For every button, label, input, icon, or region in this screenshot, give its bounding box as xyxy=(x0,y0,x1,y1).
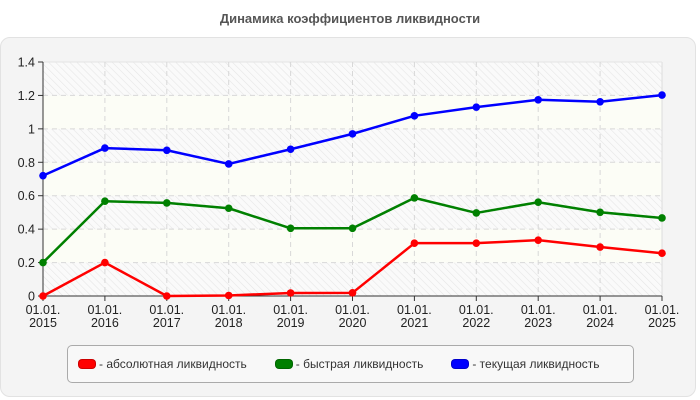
legend-swatch-green xyxy=(274,359,293,369)
y-tick-label: 1.2 xyxy=(18,89,35,103)
x-axis-labels: 01.01.201501.01.201601.01.201701.01.2018… xyxy=(26,303,680,330)
legend-item-absolute: - абсолютная ликвидность xyxy=(78,357,247,371)
y-tick-label: 0.2 xyxy=(18,256,35,270)
x-tick-label: 2023 xyxy=(524,316,552,330)
x-tick-label: 2019 xyxy=(277,316,305,330)
data-point[interactable] xyxy=(163,292,171,300)
data-point[interactable] xyxy=(534,198,542,207)
data-point[interactable] xyxy=(348,224,357,233)
y-axis-labels: 0 0.2 0.4 0.6 0.8 1 1.2 1.4 xyxy=(18,56,35,304)
data-point[interactable] xyxy=(596,97,604,106)
data-point[interactable] xyxy=(596,243,604,251)
x-tick-label: 2016 xyxy=(91,316,119,330)
data-point[interactable] xyxy=(101,144,109,152)
x-tick-label: 01.01. xyxy=(149,303,184,317)
data-point[interactable] xyxy=(472,103,481,111)
data-point[interactable] xyxy=(596,208,604,217)
legend-swatch-red xyxy=(78,359,96,369)
data-point[interactable] xyxy=(39,258,47,267)
y-tick-label: 0.8 xyxy=(18,156,35,170)
legend-label: - абсолютная ликвидность xyxy=(99,357,247,371)
legend-swatch-blue xyxy=(451,359,470,369)
x-tick-label: 2024 xyxy=(586,316,614,330)
x-tick-label: 01.01. xyxy=(397,303,432,317)
legend: - абсолютная ликвидность - быстрая ликви… xyxy=(67,345,634,383)
data-point[interactable] xyxy=(39,292,47,300)
data-point[interactable] xyxy=(101,258,109,267)
x-tick-label: 01.01. xyxy=(459,303,494,317)
data-point[interactable] xyxy=(534,95,542,104)
data-point[interactable] xyxy=(224,291,233,300)
x-tick-label: 01.01. xyxy=(211,303,246,317)
x-tick-label: 01.01. xyxy=(273,303,308,317)
legend-label: - быстрая ликвидность xyxy=(295,357,424,371)
x-tick-label: 01.01. xyxy=(645,303,680,317)
x-tick-label: 2015 xyxy=(29,316,57,330)
data-point[interactable] xyxy=(658,214,666,222)
data-point[interactable] xyxy=(348,289,357,297)
chart-title: Динамика коэффициентов ликвидности xyxy=(219,11,481,26)
x-tick-label: 01.01. xyxy=(335,303,370,317)
x-tick-label: 2025 xyxy=(648,316,676,330)
y-tick-label: 0.6 xyxy=(18,189,35,203)
data-point[interactable] xyxy=(39,171,47,180)
data-point[interactable] xyxy=(224,160,233,168)
y-tick-label: 1.4 xyxy=(18,56,35,70)
data-point[interactable] xyxy=(658,249,666,258)
x-tick-label: 2022 xyxy=(462,316,490,330)
data-point[interactable] xyxy=(348,130,357,138)
x-tick-label: 01.01. xyxy=(521,303,556,317)
series-lines xyxy=(39,91,666,300)
data-point[interactable] xyxy=(410,112,419,120)
x-tick-label: 2020 xyxy=(339,316,367,330)
data-point[interactable] xyxy=(163,199,171,207)
y-tick-label: 0 xyxy=(28,290,35,304)
x-tick-label: 2018 xyxy=(215,316,243,330)
x-tick-label: 2017 xyxy=(153,316,181,330)
data-point[interactable] xyxy=(163,146,171,155)
data-point[interactable] xyxy=(410,239,419,247)
data-point[interactable] xyxy=(101,197,109,206)
x-tick-label: 2021 xyxy=(400,316,428,330)
legend-item-current: - текущая ликвидность xyxy=(451,357,600,371)
data-point[interactable] xyxy=(472,239,481,247)
x-tick-label: 01.01. xyxy=(88,303,123,317)
y-tick-label: 0.4 xyxy=(18,223,35,237)
legend-label: - текущая ликвидность xyxy=(472,357,600,371)
data-point[interactable] xyxy=(286,224,295,233)
x-tick-label: 01.01. xyxy=(583,303,618,317)
x-tick-label: 01.01. xyxy=(26,303,61,317)
data-point[interactable] xyxy=(410,194,419,202)
y-tick-label: 1 xyxy=(28,122,35,136)
data-point[interactable] xyxy=(286,145,295,154)
data-point[interactable] xyxy=(534,236,542,244)
data-point[interactable] xyxy=(472,209,481,217)
legend-item-quick: - быстрая ликвидность xyxy=(274,357,424,371)
data-point[interactable] xyxy=(224,204,233,213)
data-point[interactable] xyxy=(658,91,666,99)
data-point[interactable] xyxy=(286,289,295,297)
